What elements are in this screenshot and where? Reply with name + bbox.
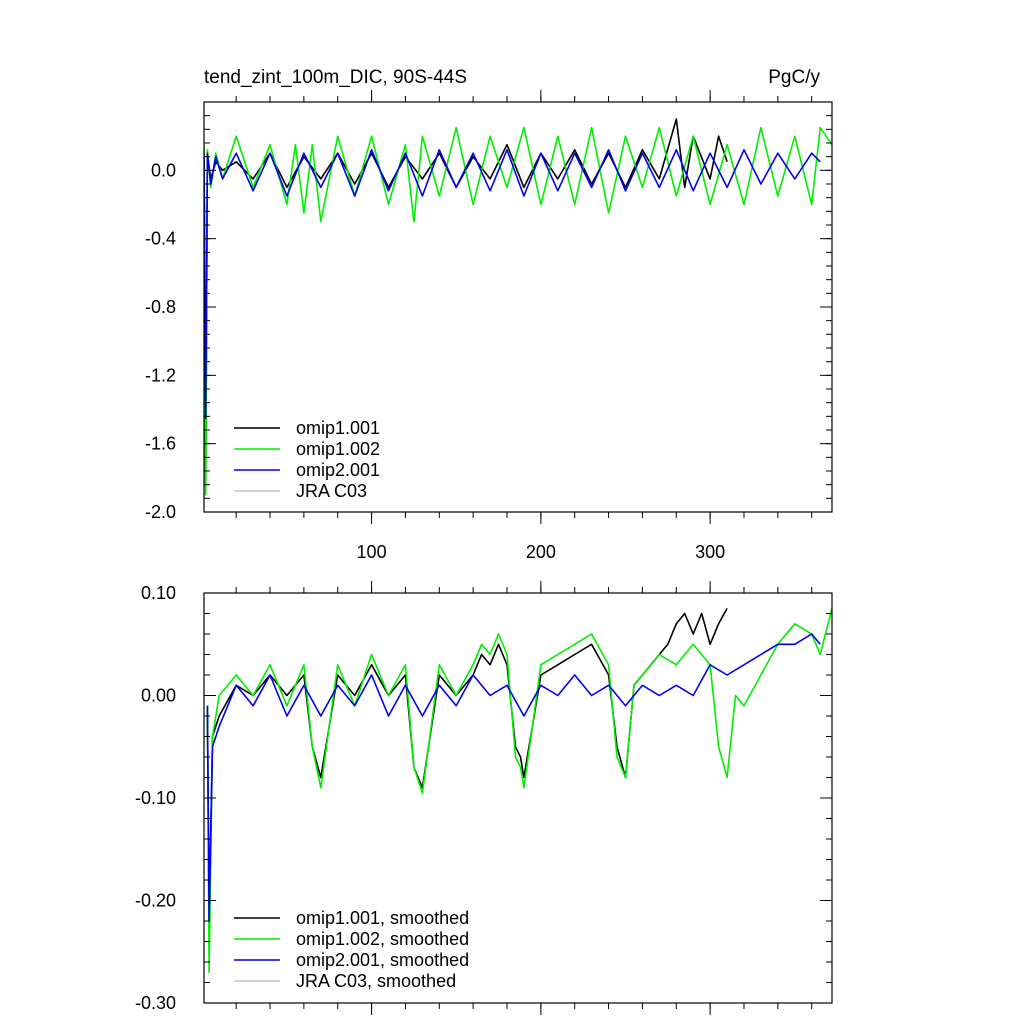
legend-label-0: omip1.001, smoothed — [296, 908, 469, 928]
series-line-0 — [204, 118, 728, 488]
y-tick-label: -1.6 — [145, 434, 176, 454]
x-tick-label: 100 — [357, 542, 387, 562]
y-tick-label: -0.20 — [135, 891, 176, 911]
series-group — [206, 608, 832, 974]
units-label: PgC/y — [768, 67, 820, 88]
legend-label-2: omip2.001, smoothed — [296, 950, 469, 970]
series-line-2 — [204, 149, 821, 419]
legend-label-1: omip1.002 — [296, 439, 380, 459]
y-tick-label: -2.0 — [145, 502, 176, 522]
series-line-0 — [206, 608, 728, 922]
top-panel: -2.0 -1.6 -1.2 -0.8 -0.4 0.0 100 200 300 omip1.00… — [145, 90, 833, 562]
y-tick-label: 0.0 — [151, 160, 176, 180]
series-line-1 — [204, 126, 832, 496]
y-tick-label: -0.30 — [135, 993, 176, 1013]
series-line-2 — [206, 633, 821, 922]
bottom-panel: -0.30 -0.20 -0.10 0.00 0.10 omip1.001, smooth… — [135, 581, 833, 1015]
legend-label-1: omip1.002, smoothed — [296, 929, 469, 949]
y-tick-label: -1.2 — [145, 365, 176, 385]
series-line-1 — [206, 608, 832, 974]
y-tick-label: -0.8 — [145, 297, 176, 317]
legend-label-3: JRA C03 — [296, 481, 367, 501]
legend-label-2: omip2.001 — [296, 460, 380, 480]
y-tick-label: -0.10 — [135, 788, 176, 808]
series-group — [204, 118, 832, 496]
x-tick-label: 200 — [526, 542, 556, 562]
y-tick-label: -0.4 — [145, 229, 176, 249]
chart-title: tend_zint_100m_DIC, 90S-44S — [204, 67, 467, 88]
y-tick-label: 0.00 — [141, 686, 176, 706]
x-tick-label: 300 — [695, 542, 725, 562]
y-tick-label: 0.10 — [141, 583, 176, 603]
legend-label-0: omip1.001 — [296, 418, 380, 438]
legend-label-3: JRA C03, smoothed — [296, 971, 456, 991]
